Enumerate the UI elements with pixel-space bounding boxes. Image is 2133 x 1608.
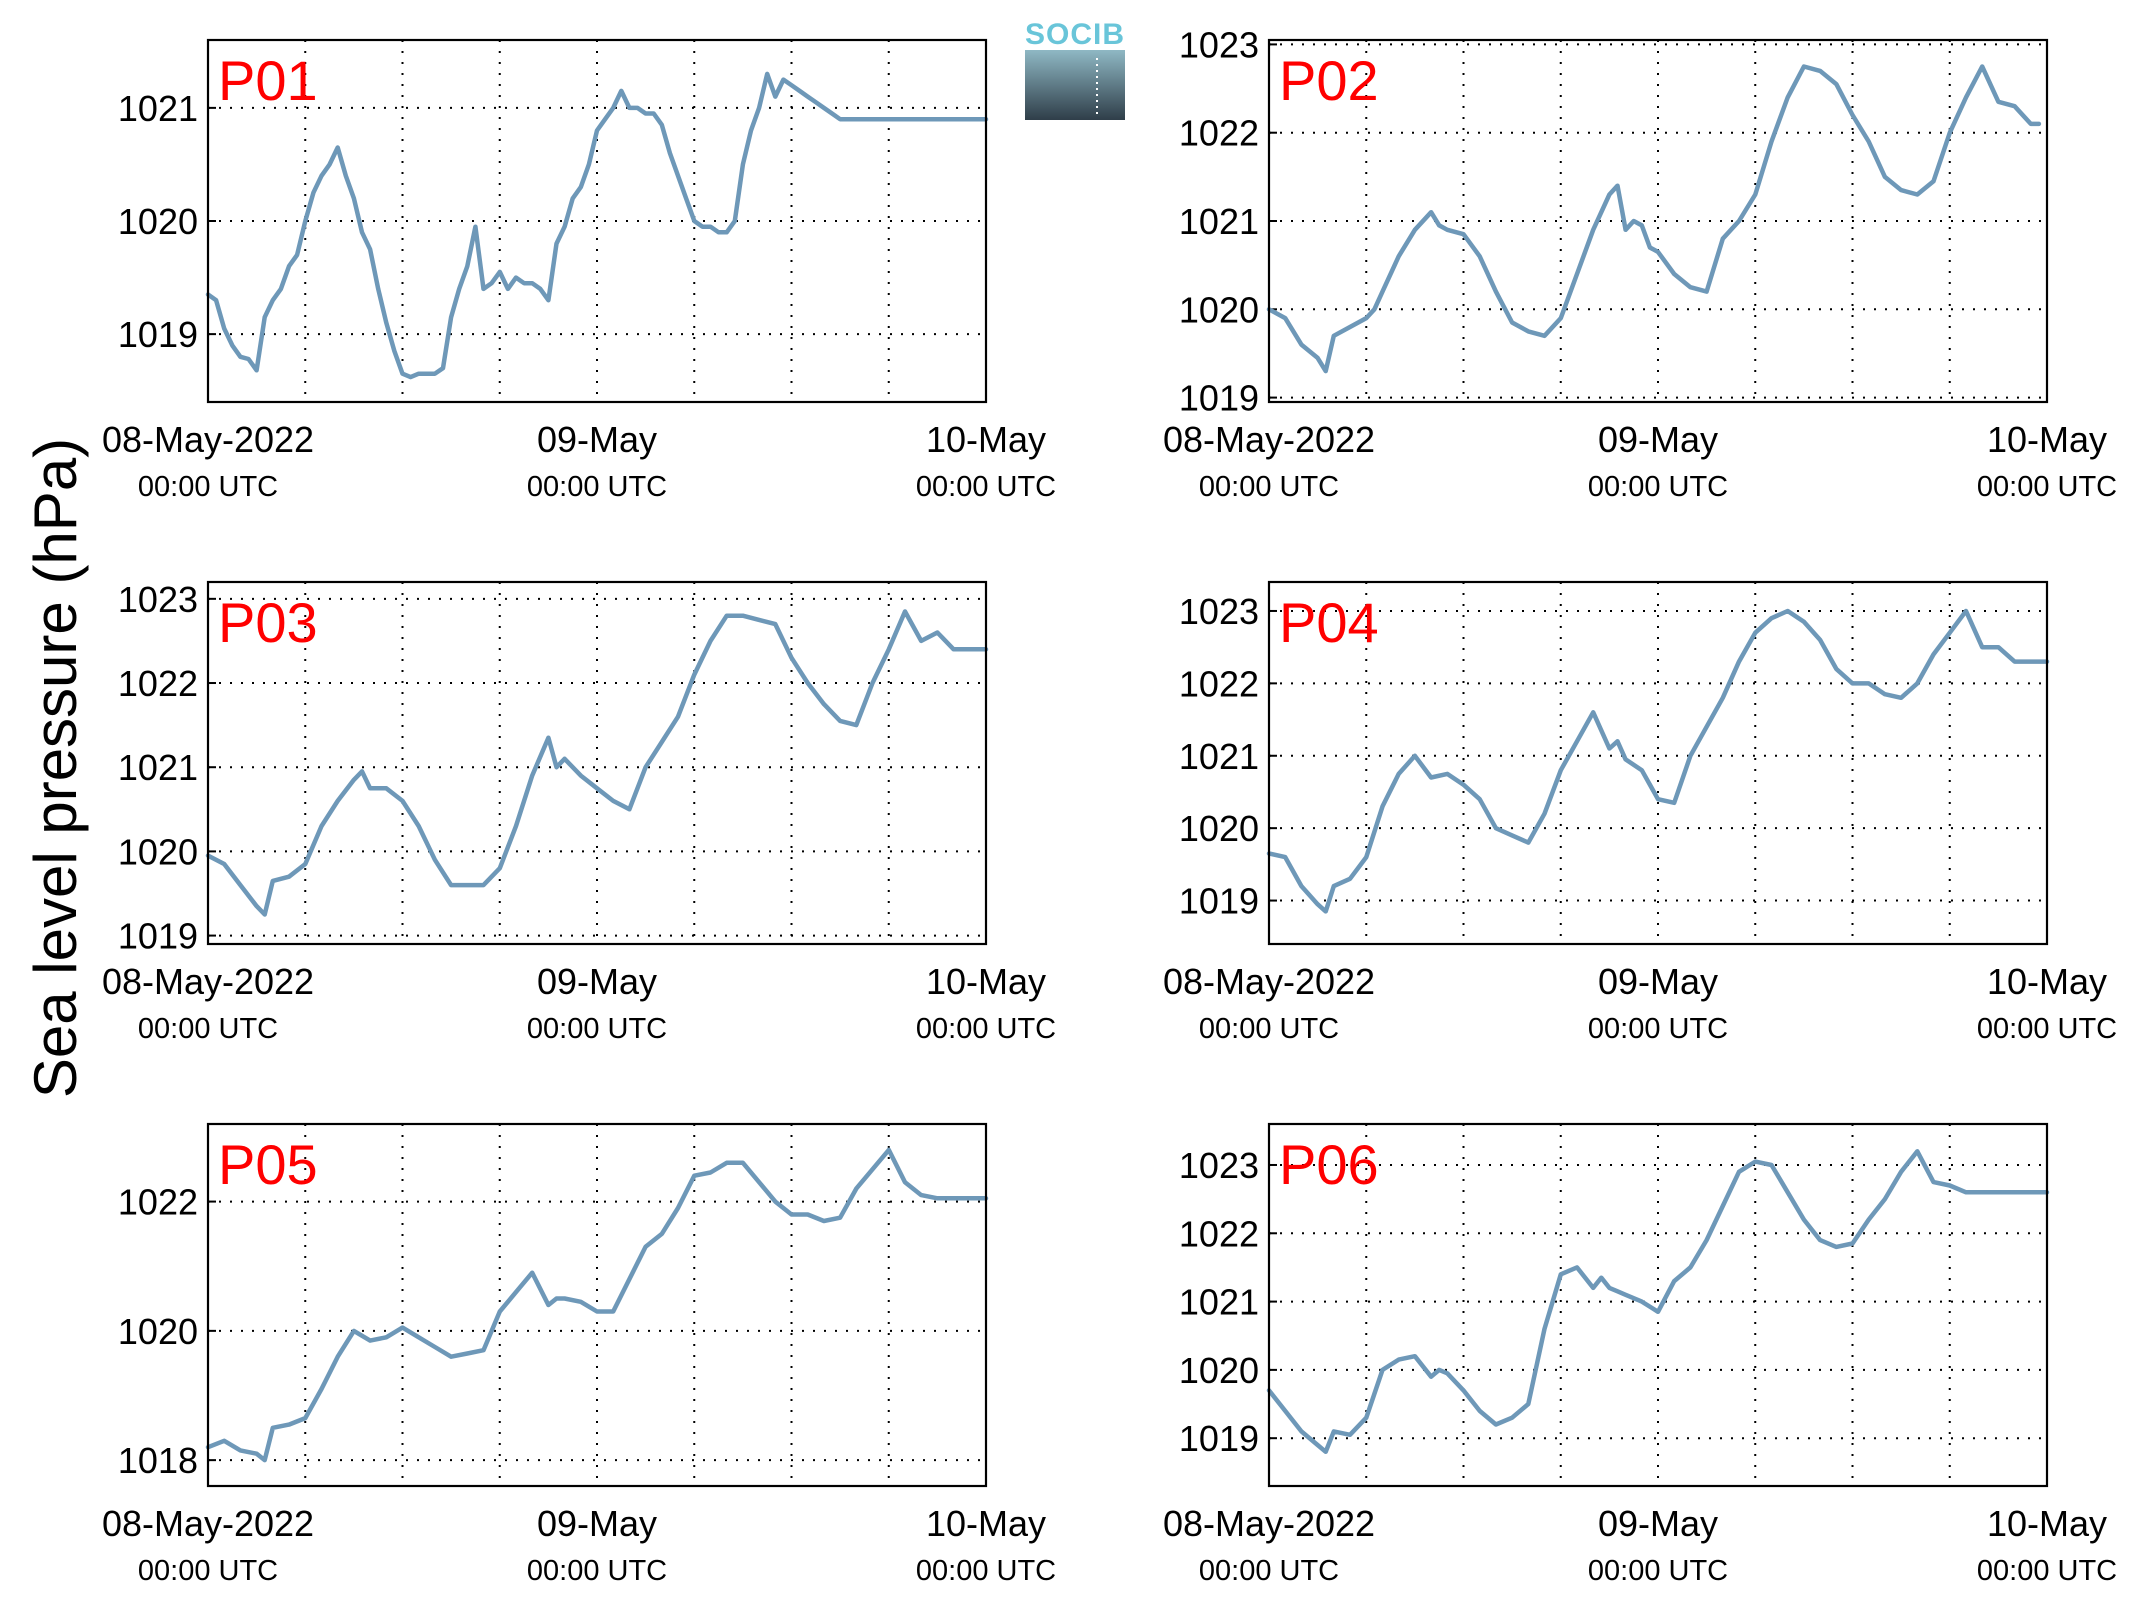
plot-frame [1267, 580, 2049, 946]
y-tick-label: 1019 [1179, 1418, 1259, 1459]
x-tick-label-date: 10-May [1987, 1503, 2107, 1544]
panel-p04: 1019 1020 1021 1022 1023 08-May-2022 00:00 UTC… [1163, 580, 2117, 1045]
x-tick-label-date: 10-May [1987, 961, 2107, 1002]
y-tick-label: 1020 [118, 1311, 198, 1352]
x-tick-label-date: 08-May-2022 [102, 961, 314, 1002]
y-tick-label: 1021 [1179, 1282, 1259, 1323]
y-tick-label: 1023 [118, 579, 198, 620]
x-tick-label-date: 10-May [926, 1503, 1046, 1544]
x-tick-label-date: 09-May [537, 1503, 657, 1544]
x-tick-label-time: 00:00 UTC [138, 1555, 278, 1587]
plot-frame [206, 38, 988, 404]
x-tick-label-time: 00:00 UTC [138, 1013, 278, 1045]
panel-label: P04 [1279, 591, 1379, 654]
plot-frame [1267, 38, 2049, 404]
x-tick-label-time: 00:00 UTC [527, 1555, 667, 1587]
panel-p03: 1019 1020 1021 1022 1023 08-May-2022 00:00 UTC… [102, 579, 1056, 1045]
y-tick-label: 1022 [1179, 663, 1259, 704]
y-tick-label: 1023 [1179, 591, 1259, 632]
series-line-p01 [205, 71, 989, 380]
x-tick-label-date: 08-May-2022 [1163, 961, 1375, 1002]
y-tick-label: 1021 [1179, 736, 1259, 777]
x-tick-label-time: 00:00 UTC [1588, 471, 1728, 503]
series-line-p03 [205, 609, 989, 917]
y-tick-label: 1022 [1179, 1213, 1259, 1254]
x-tick-label-time: 00:00 UTC [527, 1013, 667, 1045]
panel-label: P05 [218, 1133, 318, 1196]
y-tick-label: 1022 [1179, 113, 1259, 154]
x-tick-label-time: 00:00 UTC [916, 1555, 1056, 1587]
x-tick-label-date: 09-May [1598, 419, 1718, 460]
y-tick-label: 1021 [118, 747, 198, 788]
x-tick-label-time: 00:00 UTC [916, 1013, 1056, 1045]
series-line-p04 [1266, 608, 2050, 914]
panel-label: P01 [218, 49, 318, 112]
y-tick-label: 1022 [118, 1182, 198, 1223]
y-tick-label: 1020 [118, 201, 198, 242]
y-tick-label: 1018 [118, 1440, 198, 1481]
y-tick-label: 1019 [1179, 881, 1259, 922]
x-tick-label-date: 09-May [1598, 1503, 1718, 1544]
x-tick-label-time: 00:00 UTC [527, 471, 667, 503]
series-line-p06 [1266, 1149, 2050, 1455]
x-tick-label-date: 09-May [537, 961, 657, 1002]
y-tick-label: 1021 [1179, 201, 1259, 242]
panel-p01: 1019 1020 1021 08-May-2022 00:00 UTC 09-May 00… [102, 38, 1056, 503]
x-tick-label-time: 00:00 UTC [1977, 1555, 2117, 1587]
x-tick-label-time: 00:00 UTC [1199, 471, 1339, 503]
x-tick-label-time: 00:00 UTC [138, 471, 278, 503]
panel-label: P03 [218, 591, 318, 654]
x-tick-label-time: 00:00 UTC [1977, 1013, 2117, 1045]
panel-label: P06 [1279, 1133, 1379, 1196]
y-tick-label: 1021 [118, 88, 198, 129]
plot-frame [206, 580, 988, 946]
x-tick-label-time: 00:00 UTC [1199, 1555, 1339, 1587]
socib-logo: SOCIB [1025, 18, 1125, 120]
y-tick-label: 1019 [118, 916, 198, 957]
x-tick-label-date: 08-May-2022 [1163, 419, 1375, 460]
x-tick-label-time: 00:00 UTC [1588, 1555, 1728, 1587]
y-tick-label: 1019 [118, 314, 198, 355]
panel-p06: 1019 1020 1021 1022 1023 08-May-2022 00:00 UTC… [1163, 1122, 2117, 1587]
x-tick-label-date: 08-May-2022 [102, 419, 314, 460]
y-tick-label: 1022 [118, 663, 198, 704]
x-tick-label-date: 08-May-2022 [1163, 1503, 1375, 1544]
y-tick-label: 1020 [1179, 808, 1259, 849]
x-tick-label-date: 08-May-2022 [102, 1503, 314, 1544]
x-tick-label-time: 00:00 UTC [1977, 471, 2117, 503]
plot-frame [1267, 1122, 2049, 1488]
y-tick-label: 1020 [1179, 1350, 1259, 1391]
y-tick-label: 1020 [118, 831, 198, 872]
series-line-p02 [1266, 64, 2042, 374]
y-tick-label: 1019 [1179, 378, 1259, 419]
y-tick-label: 1023 [1179, 1145, 1259, 1186]
series-line-p05 [205, 1147, 989, 1463]
x-tick-label-time: 00:00 UTC [916, 471, 1056, 503]
x-tick-label-date: 09-May [537, 419, 657, 460]
panel-p02: 1019 1020 1021 1022 1023 08-May-2022 00:00 UTC… [1163, 24, 2117, 503]
panel-p05: 1018 1020 1022 08-May-2022 00:00 UTC 09-May 00… [102, 1122, 1056, 1587]
x-tick-label-date: 10-May [1987, 419, 2107, 460]
y-tick-label: 1020 [1179, 289, 1259, 330]
x-tick-label-date: 10-May [926, 419, 1046, 460]
x-tick-label-time: 00:00 UTC [1588, 1013, 1728, 1045]
x-tick-label-date: 10-May [926, 961, 1046, 1002]
y-tick-label: 1023 [1179, 24, 1259, 65]
x-tick-label-date: 09-May [1598, 961, 1718, 1002]
panel-label: P02 [1279, 49, 1379, 112]
socib-logo-text: SOCIB [1025, 18, 1125, 51]
x-tick-label-time: 00:00 UTC [1199, 1013, 1339, 1045]
plot-frame [206, 1122, 988, 1488]
y-axis-label: Sea level pressure (hPa) [22, 438, 89, 1098]
